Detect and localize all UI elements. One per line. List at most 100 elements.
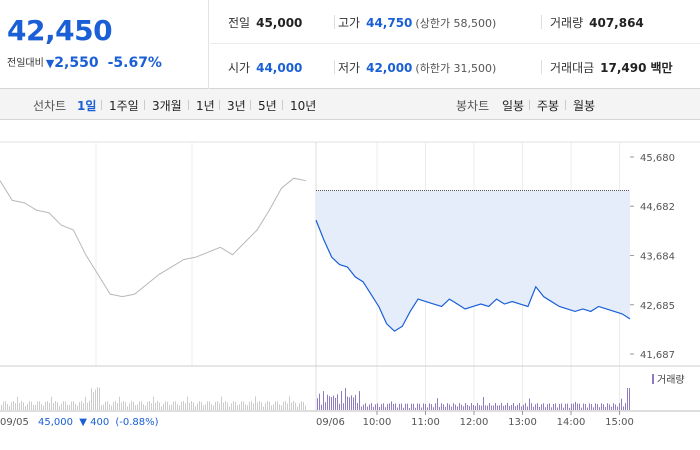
volume-bar	[411, 403, 412, 410]
volume-bar	[525, 403, 526, 410]
volume-bar	[575, 401, 576, 410]
volume-bar	[81, 401, 82, 410]
period-tab-3y[interactable]: 3년	[227, 99, 246, 113]
volume-bar	[33, 404, 34, 410]
period-tab-5y[interactable]: 5년	[258, 99, 277, 113]
volume-bar	[345, 387, 346, 410]
period-tab-3m[interactable]: 3개월	[152, 99, 182, 113]
volume-bar	[193, 402, 194, 410]
volume-bar	[211, 404, 212, 410]
lower-limit: (하한가 31,500)	[415, 62, 497, 75]
volume-bar	[379, 407, 380, 410]
today-date: 09/06	[316, 417, 345, 428]
volume-bar	[205, 404, 206, 410]
volume-bar	[499, 405, 500, 410]
volume-bar	[391, 401, 392, 410]
period-tab-1w[interactable]: 1주일	[109, 99, 139, 113]
volume-bar	[399, 403, 400, 410]
volume-bar	[11, 402, 12, 410]
divider	[529, 100, 530, 110]
volume-bar	[551, 407, 552, 410]
volume-bar	[55, 401, 56, 410]
volume-bar	[273, 404, 274, 410]
volume-bar	[319, 393, 320, 410]
volume-bar	[153, 396, 154, 410]
volume-bar	[133, 401, 134, 410]
volume-bar	[163, 403, 164, 410]
volume-bar	[495, 403, 496, 410]
prev-close-stat: 전일 45,000	[228, 14, 302, 31]
volume-bar	[603, 404, 604, 410]
prev-day-change: 400	[90, 417, 109, 428]
volume-bar	[219, 403, 220, 410]
volume-bar	[51, 396, 52, 410]
volume-bar	[591, 403, 592, 410]
price-block: 42,450 전일대비 ▼2,550 -5.67%	[0, 0, 209, 89]
volume-bar	[61, 403, 62, 410]
volume-bar	[561, 403, 562, 410]
volume-bar	[139, 401, 140, 410]
prev-day-change-rate: (-0.88%)	[115, 417, 158, 428]
period-tab-10y[interactable]: 10년	[290, 99, 317, 113]
volume-bar	[43, 405, 44, 410]
volume-bar	[479, 405, 480, 410]
volume-bar	[509, 406, 510, 410]
volume-bar	[97, 387, 98, 410]
volume-bar	[475, 405, 476, 410]
volume-bar	[109, 404, 110, 410]
volume-bar	[203, 405, 204, 410]
volume-bar	[539, 406, 540, 410]
svg-text:09/05 45,000 ▼: 09/05 45,000 ▼ 400 (-0.88%)	[0, 417, 159, 428]
amount-unit: 백만	[650, 61, 673, 75]
volume-bar	[57, 402, 58, 410]
volume-bar	[3, 401, 4, 410]
volume-bar	[135, 405, 136, 410]
x-tick-label: 14:00	[557, 417, 586, 428]
volume-bar	[527, 406, 528, 410]
volume-bar	[611, 406, 612, 410]
volume-bar	[381, 404, 382, 410]
volume-bar	[627, 388, 628, 410]
volume-bar	[389, 403, 390, 410]
volume-bar	[183, 401, 184, 410]
volume-bar	[471, 403, 472, 410]
volume-bar	[13, 401, 14, 410]
y-tick-label: 43,684	[640, 251, 675, 262]
volume-bar	[263, 406, 264, 410]
volume-bar	[367, 406, 368, 410]
volume-bar	[401, 403, 402, 410]
candle-tab-daily[interactable]: 일봉	[502, 99, 525, 113]
volume-bar	[517, 404, 518, 410]
volume-bar	[171, 404, 172, 410]
volume-bar	[105, 401, 106, 410]
divider	[188, 100, 189, 110]
divider	[565, 100, 566, 110]
volume-bar	[239, 404, 240, 410]
volume-bar	[213, 405, 214, 410]
volume-bar	[333, 395, 334, 410]
volume-bar	[237, 405, 238, 410]
candle-tab-weekly[interactable]: 주봉	[537, 99, 560, 113]
volume-bar	[31, 401, 32, 410]
volume-bar	[73, 401, 74, 410]
price-chart[interactable]: 45,680 44,682 43,684 42,685 41,687 10:00 11:0…	[0, 121, 700, 450]
open-label: 시가	[228, 61, 251, 75]
volume-bar	[449, 404, 450, 410]
volume-bar	[161, 406, 162, 410]
period-tab-1y[interactable]: 1년	[196, 99, 215, 113]
volume-bar	[131, 401, 132, 410]
candle-tab-monthly[interactable]: 월봉	[573, 99, 596, 113]
volume-bar	[7, 403, 8, 410]
volume-bar	[9, 405, 10, 410]
volume-bar	[293, 401, 294, 410]
prev-close-value: 45,000	[256, 16, 303, 30]
volume-bar	[207, 401, 208, 410]
volume-bar	[581, 407, 582, 410]
volume-bar	[419, 403, 420, 410]
volume-bar	[447, 403, 448, 410]
volume-bar	[287, 403, 288, 410]
volume-bar	[91, 388, 92, 410]
volume-bar	[185, 403, 186, 410]
period-tab-1d[interactable]: 1일	[77, 99, 97, 113]
volume-bar	[605, 406, 606, 410]
